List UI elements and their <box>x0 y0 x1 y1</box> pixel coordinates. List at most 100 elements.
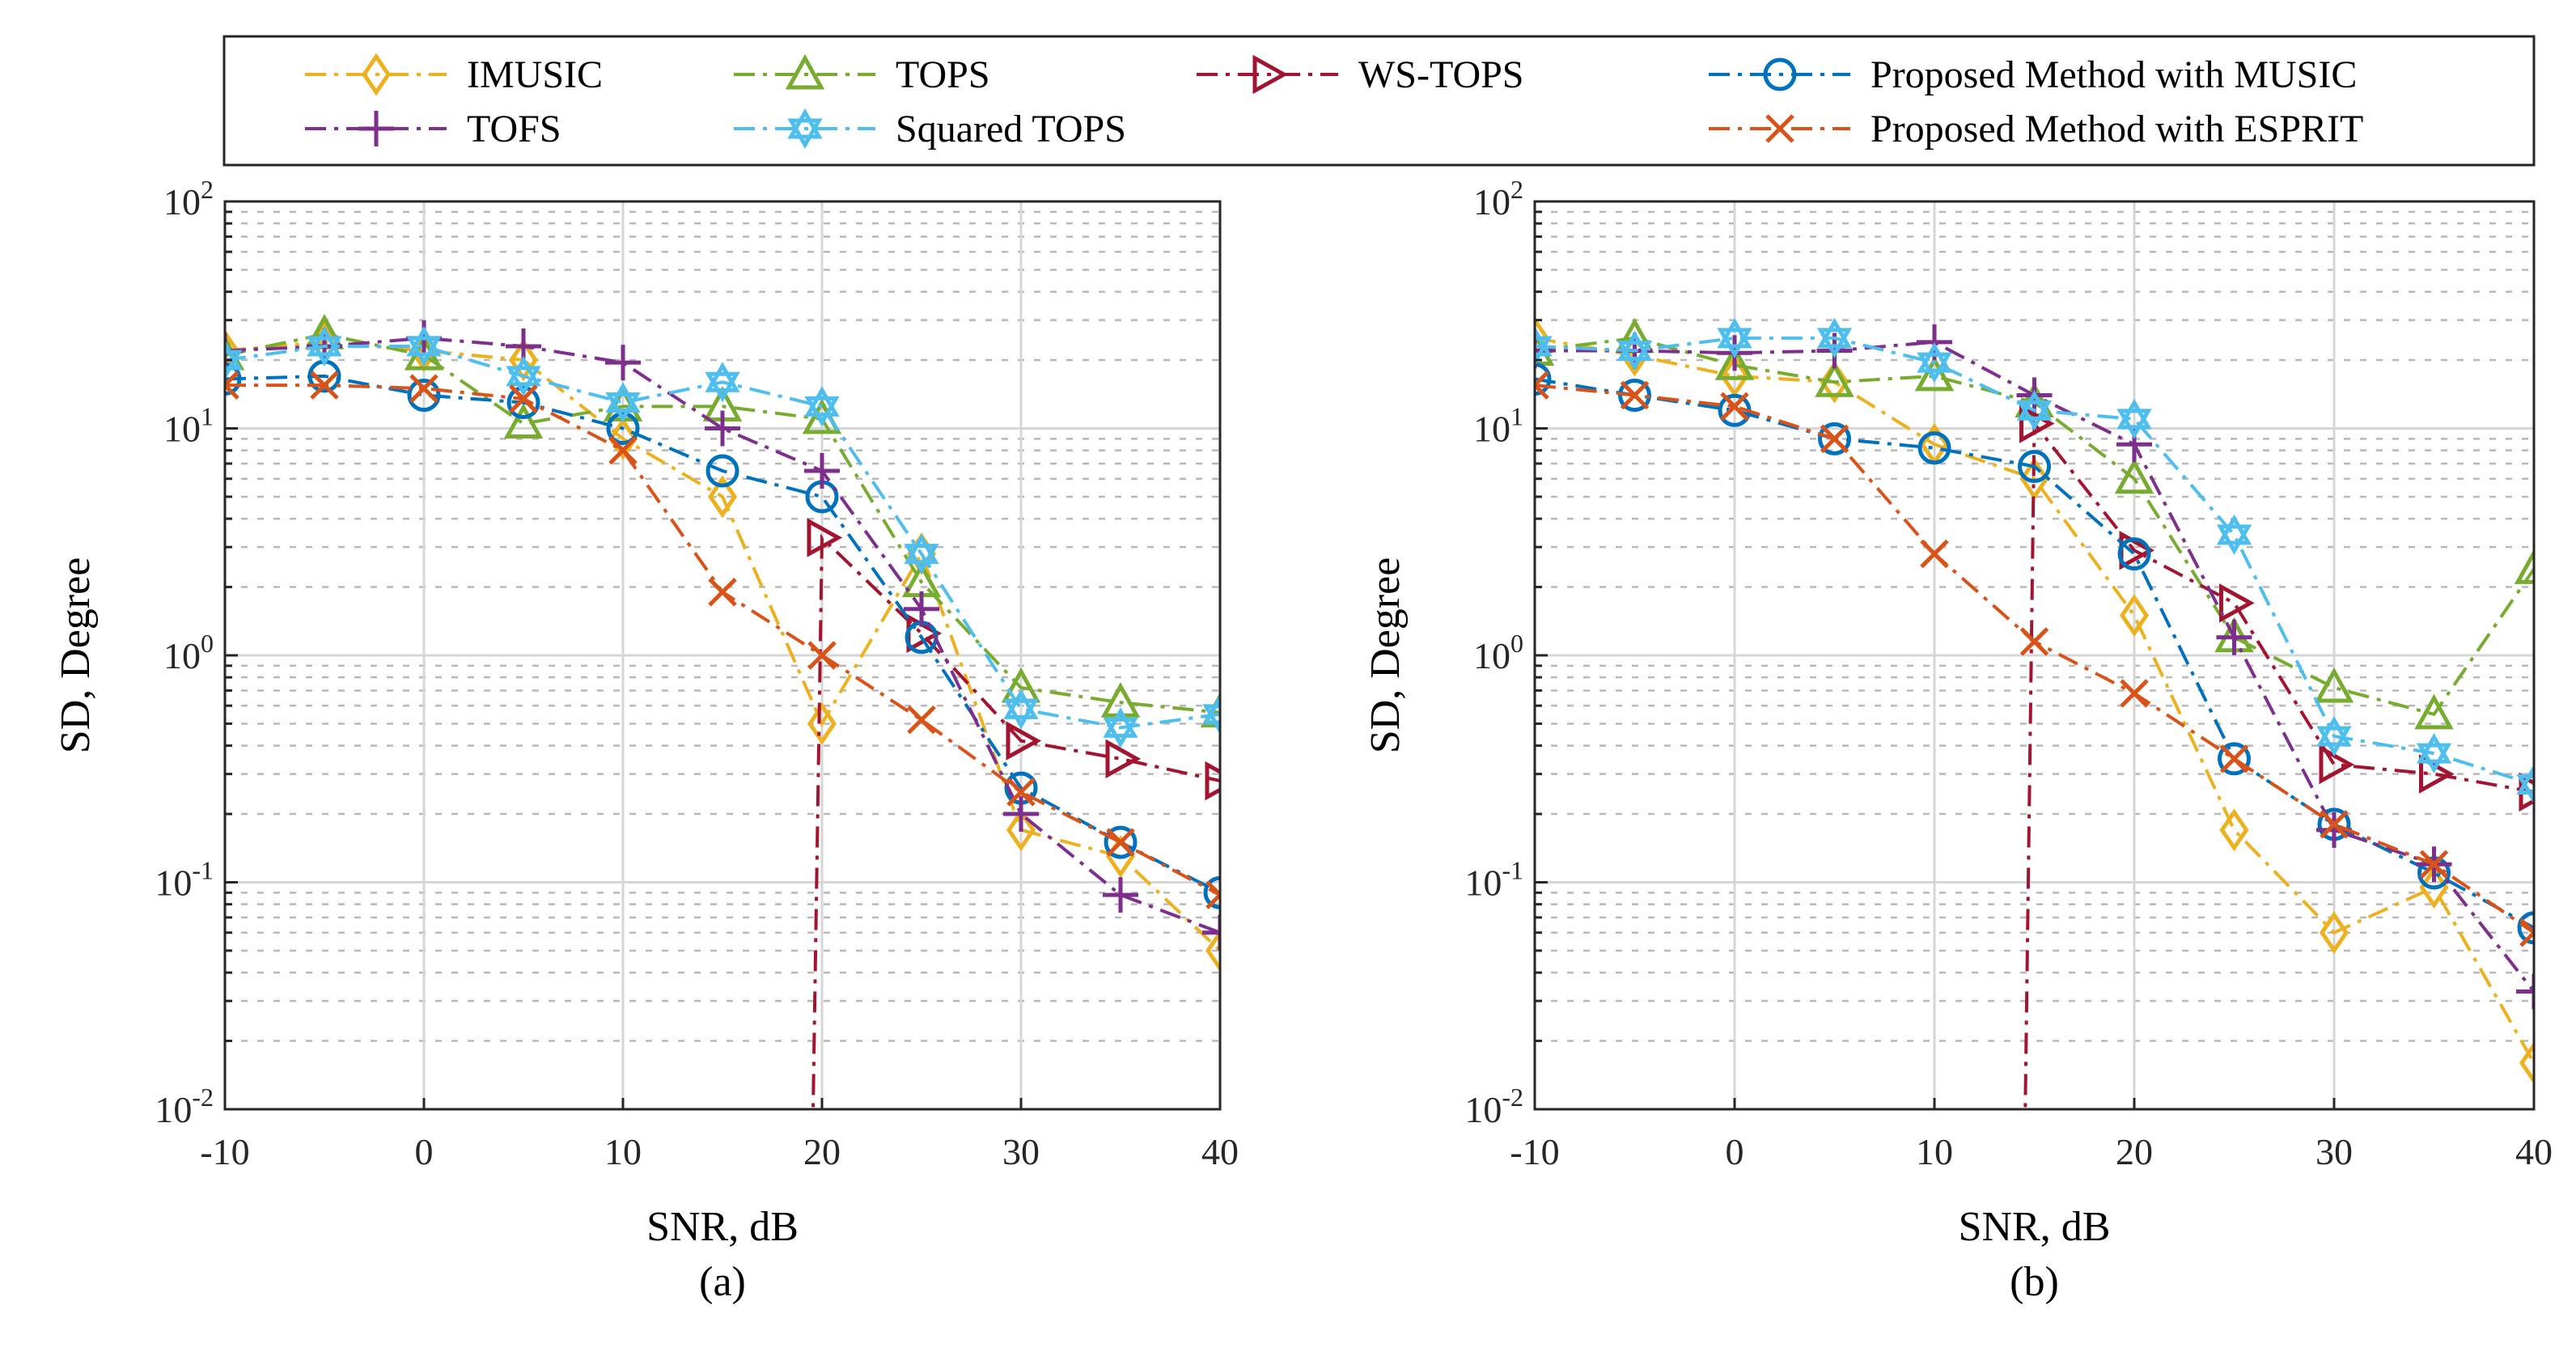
marker-x <box>1006 778 1036 807</box>
marker-x <box>409 374 439 403</box>
series-line <box>225 345 1220 730</box>
series-line <box>1535 336 2534 1064</box>
plot-b: -10 0 10 20 30 40 10-2 10-1 100 101 102 SNR, dB (b) S… <box>1362 175 2553 1305</box>
series-line <box>225 336 1220 934</box>
marker-x <box>2419 850 2449 879</box>
series-line <box>811 533 1220 1109</box>
y-tick-label: 101 <box>163 402 214 450</box>
y-tick-label: 10-1 <box>155 856 214 904</box>
marker-circle <box>506 386 540 420</box>
legend-label: TOFS <box>467 108 561 150</box>
legend-entry: TOPS <box>734 53 990 96</box>
marker-circle <box>606 412 640 445</box>
marker-x <box>225 371 239 400</box>
series-proposed-method-with-esprit <box>225 371 1220 909</box>
marker-x <box>1205 880 1220 909</box>
series-line <box>1535 377 2534 930</box>
marker-hexagram <box>2316 716 2352 757</box>
marker-triangle-right <box>1105 739 1142 779</box>
legend-entry: IMUSIC <box>305 53 603 96</box>
legend-entry: WS-TOPS <box>1197 53 1524 96</box>
x-tick-label: 10 <box>1916 1131 1953 1172</box>
legend-label: WS-TOPS <box>1358 53 1524 96</box>
marker-hexagram <box>1616 330 1653 371</box>
marker-circle <box>407 379 441 413</box>
marker-triangle-up <box>2314 667 2354 703</box>
marker-triangle-right <box>1205 761 1220 801</box>
marker-plus <box>804 452 840 489</box>
marker-diamond <box>225 329 240 372</box>
marker-triangle-right <box>2319 744 2355 785</box>
marker-diamond <box>2419 866 2449 909</box>
marker-circle <box>2517 911 2534 945</box>
marker-x <box>2019 627 2049 656</box>
marker-triangle-right <box>2219 583 2255 623</box>
legend: IMUSIC TOPS WS-TOPS Proposed Method with MU… <box>222 35 2536 167</box>
x-axis-label: SNR, dB <box>1959 1204 2111 1250</box>
marker-x <box>310 371 339 400</box>
series-proposed-method-with-esprit <box>1535 371 2534 947</box>
y-tick-label: 10-1 <box>1464 856 1523 904</box>
marker-plus <box>358 111 394 146</box>
x-tick-label: 30 <box>2315 1131 2353 1172</box>
marker-diamond <box>1820 360 1849 404</box>
marker-x <box>708 578 737 607</box>
legend-label: Squared TOPS <box>896 108 1126 150</box>
y-tick-label: 102 <box>1473 175 1523 222</box>
marker-hexagram <box>1003 689 1039 730</box>
marker-triangle-up <box>1914 355 1955 392</box>
marker-triangle-up <box>2414 693 2454 730</box>
marker-circle <box>1535 362 1552 396</box>
marker-diamond <box>1535 316 1550 360</box>
y-tick-label: 102 <box>163 175 214 222</box>
x-tick-label: 30 <box>1002 1131 1040 1172</box>
marker-x <box>907 705 936 735</box>
marker-circle <box>2117 537 2151 571</box>
legend-entry: Proposed Method with ESPRIT <box>1709 108 2363 150</box>
marker-hexagram <box>1202 693 1220 735</box>
marker-diamond <box>807 702 837 745</box>
marker-plus <box>705 410 740 447</box>
x-axis-label: SNR, dB <box>646 1204 799 1250</box>
marker-x <box>608 435 638 465</box>
marker-plus <box>904 591 939 627</box>
marker-hexagram <box>2016 390 2053 431</box>
marker-hexagram <box>804 386 840 427</box>
marker-diamond <box>707 475 738 519</box>
marker-plus <box>1003 796 1039 833</box>
marker-triangle-up <box>785 53 825 90</box>
legend-label: IMUSIC <box>467 53 603 96</box>
marker-hexagram <box>2516 764 2534 805</box>
marker-x <box>1106 828 1135 857</box>
x-tick-label: 40 <box>2515 1131 2553 1172</box>
marker-x <box>2519 917 2534 947</box>
marker-circle <box>225 362 242 396</box>
marker-diamond <box>361 53 392 96</box>
marker-hexagram <box>1535 326 1553 367</box>
marker-hexagram <box>2416 733 2452 774</box>
series-squared-tops <box>1535 317 2534 805</box>
marker-triangle-right <box>2019 404 2055 443</box>
x-tick-label: 40 <box>1201 1131 1239 1172</box>
legend-label: Proposed Method with MUSIC <box>1871 53 2357 96</box>
y-tick-label: 10-2 <box>1464 1083 1523 1130</box>
marker-x <box>1765 114 1794 143</box>
marker-hexagram <box>1103 707 1138 748</box>
series-line <box>225 333 1220 714</box>
y-tick-label: 100 <box>1473 629 1523 676</box>
marker-hexagram <box>506 355 541 396</box>
marker-diamond <box>1205 929 1220 973</box>
marker-diamond <box>2319 911 2349 955</box>
marker-triangle-up <box>503 403 544 439</box>
legend-entry: TOFS <box>305 108 561 150</box>
marker-circle <box>2218 742 2251 776</box>
x-tick-label: 0 <box>415 1131 434 1172</box>
x-tick-label: -10 <box>1510 1131 1559 1172</box>
legend-box <box>222 35 2536 167</box>
marker-circle <box>1818 422 1851 456</box>
marker-circle <box>1104 825 1138 859</box>
marker-plus <box>1103 877 1138 913</box>
marker-triangle-right <box>807 518 843 557</box>
marker-triangle-right <box>1006 721 1042 761</box>
marker-triangle-up <box>2514 549 2534 584</box>
